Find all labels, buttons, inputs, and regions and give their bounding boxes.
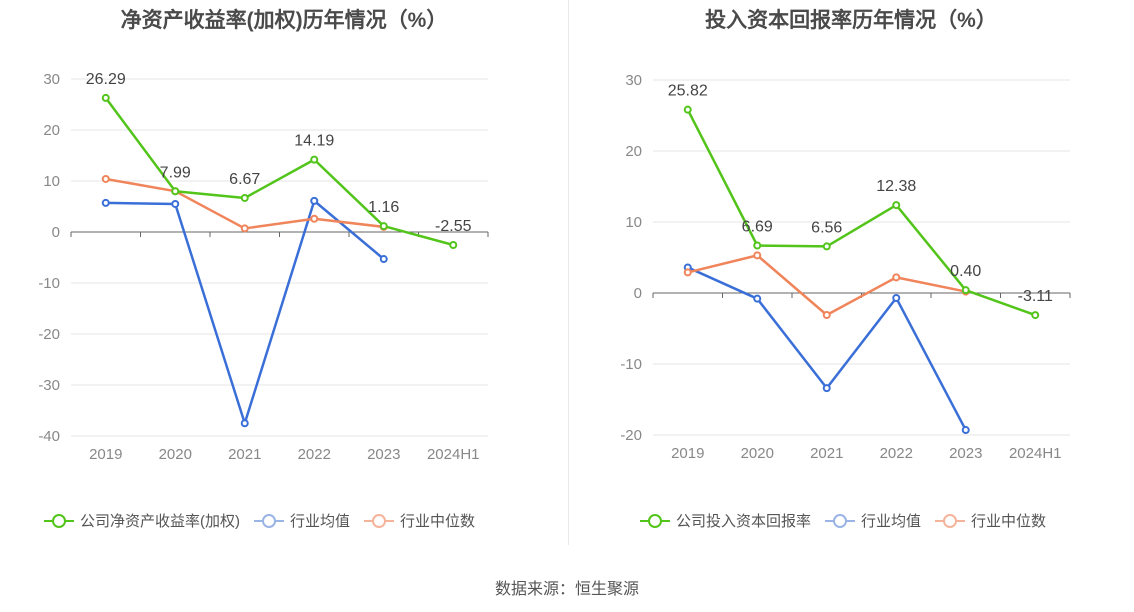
data-point-avg — [310, 196, 319, 205]
legend-label-industry-average: 行业均值 — [290, 513, 351, 530]
y-tick-label: -40 — [38, 428, 60, 445]
data-point-median — [892, 273, 901, 282]
y-tick-label: 30 — [625, 72, 642, 89]
x-tick-label: 2022 — [880, 445, 913, 462]
y-tick-label: 10 — [43, 173, 60, 190]
legend-item-industry-median[interactable]: 行业中位数 — [364, 510, 475, 531]
data-point-company — [171, 187, 180, 196]
data-label: 26.29 — [86, 71, 126, 88]
data-point-avg — [822, 384, 831, 393]
data-point-company — [310, 155, 319, 164]
data-source-note: 数据来源：恒生聚源 — [494, 581, 639, 598]
chart-title-roe: 净资产收益率(加权)历年情况（%） — [120, 9, 448, 32]
data-point-median — [683, 268, 692, 277]
data-label: 14.19 — [294, 133, 334, 150]
legend-line-circle-icon — [254, 513, 284, 529]
data-point-median — [101, 174, 110, 183]
y-tick-label: -20 — [38, 326, 60, 343]
legend-line-circle-icon — [825, 513, 856, 529]
y-tick-label: 0 — [634, 285, 642, 302]
x-tick-label: 2024H1 — [427, 446, 480, 463]
data-point-avg — [961, 426, 970, 435]
data-point-median — [240, 224, 249, 233]
x-tick-label: 2024H1 — [1009, 445, 1062, 462]
chart-title-roic: 投入资本回报率历年情况（%） — [705, 9, 997, 32]
data-point-company — [822, 242, 831, 251]
roic-line-chart: 30 20 10 0 -10 -20 2019 2020 2021 2022 2023 2024H1 2… — [620, 72, 1071, 462]
data-point-company — [753, 241, 762, 250]
data-label: 7.99 — [160, 164, 191, 181]
x-tick-label: 2023 — [367, 446, 400, 463]
y-tick-label: 20 — [625, 143, 642, 160]
y-tick-label: -10 — [620, 356, 642, 373]
legend-label-company-roe: 公司净资产收益率(加权) — [80, 513, 240, 530]
data-point-avg — [892, 293, 901, 302]
series-line-company — [104, 97, 454, 247]
data-point-company — [961, 286, 970, 295]
y-tick-label: 10 — [625, 214, 642, 231]
x-tick-label: 2023 — [949, 445, 982, 462]
y-tick-label: 30 — [43, 71, 60, 88]
data-point-avg — [753, 294, 762, 303]
legend-item-industry-median[interactable]: 行业中位数 — [935, 510, 1046, 531]
data-point-company — [1031, 311, 1040, 320]
data-point-company — [379, 222, 388, 231]
x-tick-label: 2020 — [159, 446, 192, 463]
data-label: 6.56 — [811, 219, 842, 236]
data-point-company — [449, 241, 458, 250]
x-tick-label: 2021 — [810, 445, 843, 462]
legend-label-industry-median: 行业中位数 — [400, 513, 476, 530]
legend-line-circle-icon — [640, 513, 670, 529]
data-label: -2.55 — [435, 218, 472, 235]
data-point-company — [683, 105, 692, 114]
data-point-median — [822, 311, 831, 320]
legend-label-industry-average: 行业均值 — [861, 513, 922, 530]
data-point-median — [310, 214, 319, 223]
series-line-avg — [105, 199, 385, 425]
data-label: 1.16 — [368, 199, 399, 216]
legend-label-company-roic: 公司投入资本回报率 — [676, 513, 812, 530]
data-label: -3.11 — [1018, 288, 1053, 305]
series-line-company — [686, 109, 1036, 317]
y-tick-label: -20 — [620, 427, 642, 444]
y-tick-label: -10 — [38, 275, 60, 292]
data-point-avg — [240, 419, 249, 428]
roe-line-chart: 30 20 10 0 -10 -20 -30 -40 2019 2020 2021 2022 2023 2… — [38, 71, 489, 463]
y-tick-label: -30 — [38, 377, 60, 394]
data-label: 6.69 — [742, 219, 773, 236]
data-label: 0.40 — [950, 263, 981, 280]
x-tick-label: 2020 — [741, 445, 774, 462]
legend-line-circle-icon — [364, 513, 395, 529]
legend-item-company-roic[interactable]: 公司投入资本回报率 — [640, 510, 811, 531]
roe-legend: 公司净资产收益率(加权) 行业均值 行业中位数 — [44, 510, 475, 531]
y-tick-label: 20 — [43, 122, 60, 139]
roic-legend: 公司投入资本回报率 行业均值 行业中位数 — [640, 510, 1046, 531]
data-point-median — [753, 251, 762, 260]
legend-item-industry-average[interactable]: 行业均值 — [254, 510, 350, 531]
legend-item-industry-average[interactable]: 行业均值 — [825, 510, 921, 531]
legend-item-company-roe[interactable]: 公司净资产收益率(加权) — [44, 510, 240, 531]
data-point-company — [101, 93, 110, 102]
x-tick-label: 2019 — [671, 445, 704, 462]
legend-line-circle-icon — [935, 513, 966, 529]
data-label: 6.67 — [229, 171, 260, 188]
series-line-avg — [687, 266, 967, 431]
data-point-company — [892, 201, 901, 210]
chart-divider — [568, 0, 569, 545]
x-tick-label: 2021 — [228, 446, 261, 463]
y-tick-label: 0 — [52, 224, 60, 241]
data-point-avg — [379, 255, 388, 264]
data-point-company — [240, 193, 249, 202]
data-label: 12.38 — [876, 178, 916, 195]
x-tick-label: 2022 — [298, 446, 331, 463]
data-point-avg — [101, 198, 110, 207]
x-tick-label: 2019 — [89, 446, 122, 463]
legend-label-industry-median: 行业中位数 — [971, 513, 1047, 530]
legend-line-circle-icon — [44, 513, 74, 529]
data-label: 25.82 — [668, 83, 708, 100]
data-point-avg — [171, 199, 180, 208]
